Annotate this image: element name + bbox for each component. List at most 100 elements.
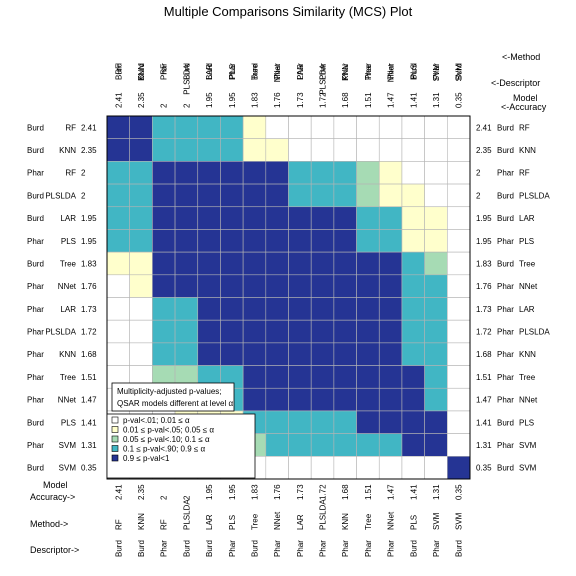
heatmap-cell-r0-c11 <box>356 115 380 139</box>
column-descriptor-label-bottom: Phar <box>160 540 169 557</box>
column-accuracy-label-bottom: 2 <box>160 495 169 500</box>
row-labels-right: 2.41 Burd RF 2.35 Burd KNN 2 Phar RF 2 Burd PLSLDA 1… <box>476 123 550 472</box>
row-method-label-right: PLS <box>519 418 534 427</box>
column-method-label-top: KNN <box>341 64 350 81</box>
column-accuracy-label-top: 1.72 <box>319 92 328 108</box>
heatmap-cell-r12-c12 <box>378 387 403 412</box>
heatmap-cell-r10-c8 <box>288 342 312 366</box>
column-descriptor-label-top: Burd <box>137 63 146 80</box>
row-accuracy-label-right: 1.41 <box>476 418 492 427</box>
column-accuracy-label-top: 1.68 <box>341 92 350 108</box>
heatmap-cell-r9-c10 <box>333 319 357 344</box>
heatmap-cell-r6-c11 <box>356 251 380 276</box>
heatmap-cell-r9-c13 <box>401 319 425 344</box>
row-accuracy-label: 1.47 <box>81 396 97 405</box>
heatmap-cell-r13-c8 <box>288 410 312 434</box>
heatmap-cell-r6-c9 <box>310 251 335 276</box>
heatmap-cell-r2-c0 <box>106 161 130 185</box>
heatmap-cell-r2-c7 <box>265 161 289 185</box>
heatmap-cell-r0-c13 <box>401 115 425 139</box>
top-accuracy-header-2: <-Accuracy <box>501 102 547 112</box>
heatmap-cell-r4-c3 <box>174 206 199 230</box>
row-accuracy-label: 1.72 <box>81 328 97 337</box>
legend: Multiplicity-adjusted p-values; QSAR mod… <box>106 382 256 479</box>
legend-title-line-1: Multiplicity-adjusted p-values; <box>117 387 222 396</box>
heatmap-cell-r4-c8 <box>288 206 312 230</box>
row-method-label: PLS <box>61 418 76 427</box>
column-accuracy-label-bottom: 1.83 <box>250 484 259 500</box>
heatmap-cell-r15-c13 <box>401 456 425 480</box>
heatmap-cell-r15-c14 <box>424 456 448 480</box>
column-descriptor-label-bottom: Phar <box>296 540 305 557</box>
heatmap-cell-r0-c8 <box>288 115 312 139</box>
row-descriptor-label-right: Phar <box>497 396 514 405</box>
row-accuracy-label: 1.76 <box>81 282 97 291</box>
heatmap-cell-r14-c13 <box>401 433 425 457</box>
heatmap-cell-r8-c5 <box>220 297 244 321</box>
column-method-label-bottom: NNet <box>387 511 396 530</box>
heatmap-cell-r3-c9 <box>310 183 335 208</box>
heatmap-cell-r0-c7 <box>265 115 289 139</box>
heatmap-cell-r15-c7 <box>265 456 289 480</box>
heatmap-cell-r11-c9 <box>310 365 335 389</box>
heatmap-cell-r1-c4 <box>197 138 221 162</box>
column-method-label-top: NNet <box>387 63 396 82</box>
heatmap-cell-r0-c5 <box>220 115 244 139</box>
column-method-label-bottom: Tree <box>250 513 259 530</box>
heatmap-cell-r10-c12 <box>378 342 403 366</box>
heatmap-cell-r5-c8 <box>288 229 312 253</box>
column-descriptor-label-bottom: Phar <box>273 540 282 557</box>
heatmap-cell-r14-c9 <box>310 433 335 457</box>
heatmap-cell-r1-c8 <box>288 138 312 162</box>
column-accuracy-label-bottom: 1.95 <box>205 484 214 500</box>
heatmap-cell-r12-c7 <box>265 387 289 412</box>
column-accuracy-label-bottom: 1.47 <box>387 484 396 500</box>
heatmap-cell-r15-c8 <box>288 456 312 480</box>
row-descriptor-label: Burd <box>27 146 44 155</box>
row-descriptor-label: Burd <box>27 259 44 268</box>
heatmap-cell-r13-c13 <box>401 410 425 434</box>
heatmap-cell-r11-c13 <box>401 365 425 389</box>
heatmap-cell-r9-c11 <box>356 319 380 344</box>
heatmap-cell-r5-c14 <box>424 229 448 253</box>
row-method-label-right: Tree <box>519 259 536 268</box>
heatmap-cell-r0-c15 <box>447 115 471 139</box>
heatmap-cell-r14-c10 <box>333 433 357 457</box>
row-method-label-right: NNet <box>519 282 538 291</box>
column-descriptor-label-top: Phar <box>160 63 169 80</box>
heatmap-cell-r3-c3 <box>174 183 199 208</box>
heatmap-cell-r9-c3 <box>174 319 199 344</box>
heatmap-cell-r9-c7 <box>265 319 289 344</box>
column-accuracy-label-top: 1.95 <box>205 92 214 108</box>
column-method-label-bottom: NNet <box>273 511 282 530</box>
heatmap-cell-r7-c5 <box>220 274 244 298</box>
heatmap-cell-r0-c14 <box>424 115 448 139</box>
row-accuracy-label: 2 <box>81 191 86 200</box>
row-method-label-right: SVM <box>519 441 537 450</box>
column-method-label-top: PLSLDA <box>182 63 191 94</box>
column-accuracy-label-bottom: 1.51 <box>364 484 373 500</box>
heatmap-cell-r11-c6 <box>242 365 267 389</box>
column-accuracy-label-bottom: 1.68 <box>341 484 350 500</box>
heatmap-cell-r1-c10 <box>333 138 357 162</box>
column-method-label-bottom: KNN <box>341 513 350 530</box>
column-accuracy-label-bottom: 0.35 <box>455 484 464 500</box>
heatmap-cell-r1-c12 <box>378 138 403 162</box>
column-descriptor-label-top: Phar <box>387 63 396 80</box>
heatmap-cell-r2-c3 <box>174 161 199 185</box>
heatmap-cell-r3-c8 <box>288 183 312 208</box>
heatmap-cell-r7-c13 <box>401 274 425 298</box>
heatmap-cell-r2-c15 <box>447 161 471 185</box>
heatmap-cell-r12-c14 <box>424 387 448 412</box>
heatmap-cell-r0-c12 <box>378 115 403 139</box>
heatmap-cell-r8-c10 <box>333 297 357 321</box>
heatmap-cell-r8-c13 <box>401 297 425 321</box>
heatmap-cell-r4-c12 <box>378 206 403 230</box>
heatmap-cell-r5-c3 <box>174 229 199 253</box>
heatmap-cell-r4-c13 <box>401 206 425 230</box>
heatmap-cell-r2-c13 <box>401 161 425 185</box>
heatmap-cell-r7-c6 <box>242 274 267 298</box>
heatmap-cell-r7-c14 <box>424 274 448 298</box>
row-method-label: SVM <box>59 464 77 473</box>
